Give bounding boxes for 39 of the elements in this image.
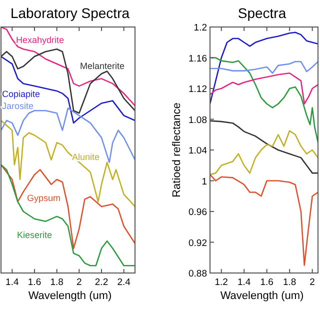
chart-title: Spectra: [238, 5, 286, 21]
y-tick-label: 1.12: [188, 84, 207, 95]
y-tick-label: 1.04: [188, 146, 207, 156]
x-tick-label: 2.2: [94, 277, 108, 288]
x-tick-label: 2: [310, 277, 315, 288]
x-tick-label: 1.6: [260, 277, 274, 288]
y-tick-label: 0.92: [188, 238, 207, 249]
series-label: Copiapite: [2, 89, 40, 99]
x-tick-label: 1.2: [214, 277, 228, 288]
line-series: [210, 120, 318, 174]
series-label: Alunite: [72, 152, 100, 162]
y-tick-label: 1.08: [188, 114, 207, 126]
series-label: Jarosite: [2, 101, 34, 111]
x-tick-label: 2.4: [117, 277, 130, 288]
line-series: [210, 130, 318, 176]
series-label: Kieserite: [17, 230, 52, 240]
line-series: [210, 32, 318, 105]
x-tick-label: 2: [76, 277, 82, 288]
y-tick-label: 1.2: [194, 22, 207, 34]
x-tick-label: 1.4: [6, 277, 19, 288]
line-series: [210, 57, 318, 143]
line-series: [210, 174, 318, 266]
y-tick-label: 1: [202, 176, 207, 188]
x-tick-label: 1.8: [282, 277, 296, 288]
x-axis-title: Wavelength (um): [28, 290, 112, 302]
series-label: Melanterite: [80, 61, 125, 71]
chart-title: Laboratory Spectra: [10, 5, 130, 21]
y-tick-label: 0.88: [188, 268, 207, 280]
y-tick-label: 0.96: [188, 207, 207, 218]
series-label: Hexahydrite: [16, 35, 64, 45]
x-axis-title: Wavelength (um): [220, 290, 304, 302]
x-tick-label: 1.8: [50, 277, 64, 288]
y-axis-title: Ratioed reflectance: [171, 102, 183, 198]
x-tick-label: 1.6: [28, 277, 42, 288]
series-label: Gypsum: [27, 193, 61, 203]
line-series: [210, 60, 318, 74]
y-tick-label: 1.16: [188, 53, 207, 64]
line-series: [210, 72, 318, 105]
x-tick-label: 1.4: [237, 277, 251, 288]
